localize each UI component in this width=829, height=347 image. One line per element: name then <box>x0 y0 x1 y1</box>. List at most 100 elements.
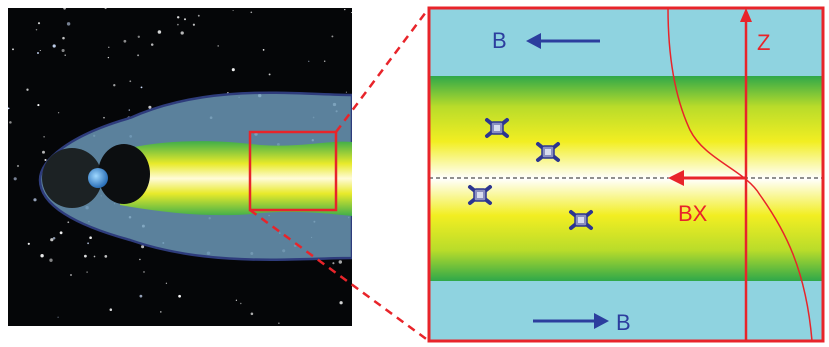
z-axis-label: Z <box>757 30 770 55</box>
star <box>103 116 105 119</box>
b-top-label: B <box>492 28 507 53</box>
star <box>150 43 154 46</box>
star <box>37 52 39 54</box>
star <box>87 242 89 245</box>
star <box>104 255 108 258</box>
star <box>62 36 65 40</box>
star <box>52 44 56 48</box>
star <box>12 48 14 51</box>
star <box>338 260 343 264</box>
b-bottom-arrowhead <box>594 313 609 329</box>
star <box>176 16 180 19</box>
star <box>44 158 47 162</box>
star <box>61 48 65 53</box>
star <box>165 282 168 284</box>
star <box>178 294 181 298</box>
star <box>262 49 265 51</box>
star <box>240 302 242 305</box>
star <box>332 262 335 265</box>
star <box>232 9 234 12</box>
star <box>345 91 347 93</box>
star <box>8 107 10 110</box>
star <box>278 322 280 324</box>
star <box>52 236 56 240</box>
space-panel <box>8 8 352 326</box>
star <box>350 11 352 14</box>
star <box>104 8 107 10</box>
star <box>27 242 30 245</box>
star <box>331 35 334 38</box>
star <box>148 105 152 109</box>
star <box>250 11 253 14</box>
star <box>177 23 179 26</box>
star <box>235 299 238 301</box>
star <box>268 73 271 76</box>
star <box>128 109 131 111</box>
star <box>137 35 140 38</box>
star <box>308 60 310 62</box>
star <box>141 245 145 249</box>
star <box>109 308 113 311</box>
star <box>339 301 343 305</box>
star <box>192 23 195 26</box>
star <box>86 271 88 273</box>
star <box>123 39 127 43</box>
star <box>39 49 41 52</box>
star <box>139 294 143 298</box>
bx-profile-curve <box>667 7 813 342</box>
star <box>43 136 45 138</box>
star <box>344 8 346 11</box>
star <box>93 255 96 258</box>
star <box>323 60 326 63</box>
star <box>63 8 66 10</box>
z-axis-arrowhead <box>740 8 752 22</box>
star <box>157 30 162 34</box>
star <box>13 177 17 181</box>
star <box>16 164 20 168</box>
zoom-box <box>248 130 338 212</box>
star <box>64 54 66 56</box>
star <box>84 254 87 258</box>
bx-label: BX <box>678 201 708 226</box>
star <box>197 14 200 17</box>
star <box>107 56 110 59</box>
star <box>140 86 143 89</box>
star <box>26 88 29 91</box>
b-bottom-label: B <box>616 310 631 335</box>
star <box>42 150 45 154</box>
star <box>180 31 184 35</box>
star <box>50 238 54 242</box>
zoom-connector-top <box>335 7 430 133</box>
star <box>143 271 145 273</box>
star <box>217 45 220 47</box>
star <box>113 84 116 87</box>
star <box>129 80 132 83</box>
star <box>59 231 63 235</box>
bx-arrowhead <box>668 170 684 186</box>
zoom-frame <box>427 6 825 343</box>
nightside-shadow <box>98 144 150 204</box>
star <box>108 46 110 48</box>
dayside-shadow <box>42 148 102 208</box>
star <box>57 316 59 318</box>
current-sheet-panel: Z BX B B <box>427 6 825 343</box>
star <box>183 18 187 21</box>
star <box>139 258 141 261</box>
star <box>67 221 70 224</box>
star <box>160 311 162 313</box>
star <box>137 54 140 57</box>
star <box>37 104 40 107</box>
star <box>70 274 72 276</box>
star <box>57 112 60 114</box>
star <box>35 28 38 31</box>
zoom-connector-bottom <box>249 208 430 343</box>
b-top-arrowhead <box>526 33 541 49</box>
star <box>250 312 254 316</box>
star <box>231 68 235 72</box>
earth-icon <box>88 168 108 188</box>
star <box>89 236 92 240</box>
star <box>33 198 37 202</box>
star <box>37 22 41 25</box>
star <box>40 254 44 258</box>
